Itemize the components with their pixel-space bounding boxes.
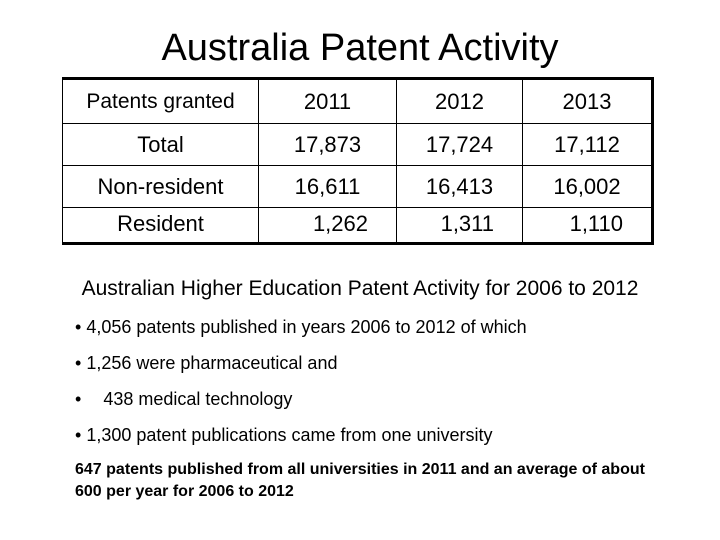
list-item: • 1,300 patent publications came from one… — [75, 424, 695, 446]
bullet-text: 1,300 patent publications came from one … — [86, 425, 493, 445]
table-cell: 1,311 — [397, 208, 523, 245]
bullet-list: • 4,056 patents published in years 2006 t… — [75, 316, 695, 460]
list-item: • 438 medical technology — [75, 388, 695, 410]
row-label: Resident — [63, 208, 259, 245]
bullet-text: 4,056 patents published in years 2006 to… — [86, 317, 527, 337]
header-cell-label: Patents granted — [63, 80, 259, 123]
table-cell: 16,002 — [553, 173, 621, 199]
bullet-icon: • — [75, 389, 82, 409]
bullet-icon: • — [75, 425, 82, 445]
page-title: Australia Patent Activity — [161, 27, 559, 69]
list-item: • 1,256 were pharmaceutical and — [75, 352, 695, 374]
table-row: Total 17,873 17,724 17,112 — [63, 124, 651, 166]
table-row: Non-resident 16,611 16,413 16,002 — [63, 166, 651, 208]
table-header-row: Patents granted 2011 2012 2013 — [63, 80, 651, 124]
table-cell: 1,110 — [569, 211, 623, 236]
patent-table: Patents granted 2011 2012 2013 Total 17,… — [62, 77, 654, 245]
row-label: Non-resident — [63, 166, 259, 207]
list-item: • 4,056 patents published in years 2006 t… — [75, 316, 695, 338]
section-subtitle: Australian Higher Education Patent Activ… — [81, 277, 639, 300]
table-cell: 16,611 — [259, 166, 397, 207]
row-label: Total — [63, 124, 259, 165]
header-cell-2013: 2013 — [562, 88, 612, 114]
header-cell-2011: 2011 — [259, 80, 397, 123]
table-cell: 17,873 — [259, 124, 397, 165]
table-cell: 17,724 — [397, 124, 523, 165]
table-row: Resident 1,262 1,311 1,110 — [63, 208, 651, 245]
bullet-icon: • — [75, 317, 82, 337]
bullet-text: 438 medical technology — [103, 389, 293, 409]
bullet-icon: • — [75, 353, 82, 373]
header-cell-2012: 2012 — [397, 80, 523, 123]
table-cell: 16,413 — [397, 166, 523, 207]
table-cell: 1,262 — [259, 208, 397, 245]
bullet-text: 1,256 were pharmaceutical and — [86, 353, 338, 373]
table-cell: 17,112 — [554, 131, 620, 157]
summary-note: 647 patents published from all universit… — [75, 461, 645, 500]
